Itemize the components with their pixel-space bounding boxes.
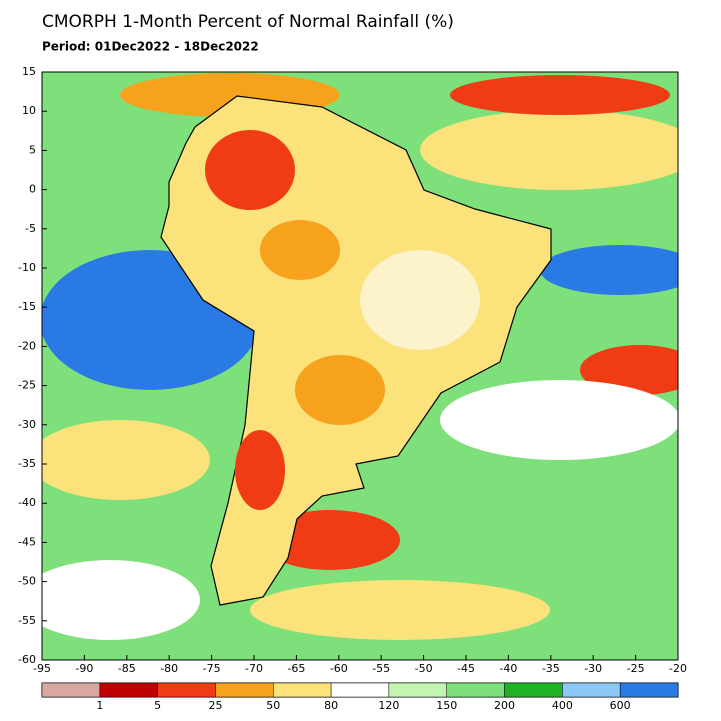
x-tick-label: -80 xyxy=(160,662,178,675)
x-tick-label: -35 xyxy=(542,662,560,675)
colorbar-label: 400 xyxy=(552,699,573,712)
colorbar-label: 5 xyxy=(154,699,161,712)
colorbar-swatch xyxy=(562,682,621,698)
y-tick-label: -10 xyxy=(18,261,36,274)
shading xyxy=(420,110,678,190)
x-tick-label: -65 xyxy=(287,662,305,675)
x-tick-label: -50 xyxy=(415,662,433,675)
x-tick-label: -85 xyxy=(118,662,136,675)
x-tick-label: -55 xyxy=(372,662,390,675)
x-tick-label: -90 xyxy=(75,662,93,675)
colorbar-label: 150 xyxy=(436,699,457,712)
shading xyxy=(360,250,480,350)
map-area xyxy=(42,72,678,660)
y-tick-label: -35 xyxy=(18,457,36,470)
subtitle: Period: 01Dec2022 - 18Dec2022 xyxy=(42,40,259,54)
title: CMORPH 1-Month Percent of Normal Rainfal… xyxy=(42,12,454,32)
y-tick-label: -30 xyxy=(18,418,36,431)
x-tick-label: -70 xyxy=(245,662,263,675)
shading xyxy=(540,245,678,295)
y-tick-label: 15 xyxy=(22,65,36,78)
colorbar-label: 25 xyxy=(208,699,222,712)
x-tick-label: -60 xyxy=(330,662,348,675)
y-tick-label: -5 xyxy=(25,222,36,235)
shading xyxy=(450,75,670,115)
x-tick-label: -75 xyxy=(203,662,221,675)
shading xyxy=(235,430,285,510)
y-tick-label: -60 xyxy=(18,653,36,666)
shading xyxy=(580,345,678,395)
colorbar-swatch xyxy=(157,682,216,698)
colorbar-label: 50 xyxy=(266,699,280,712)
x-tick-label: -30 xyxy=(584,662,602,675)
x-tick-label: -40 xyxy=(499,662,517,675)
y-tick-label: 0 xyxy=(29,183,36,196)
colorbar-swatch xyxy=(41,682,101,698)
y-tick-label: -25 xyxy=(18,379,36,392)
x-tick-label: -20 xyxy=(669,662,687,675)
shading xyxy=(250,580,550,640)
shading xyxy=(205,130,295,210)
x-tick-label: -95 xyxy=(33,662,51,675)
colorbar-swatch xyxy=(446,682,505,698)
colorbar-swatch xyxy=(388,682,447,698)
y-tick-label: -45 xyxy=(18,535,36,548)
shading xyxy=(42,420,210,500)
colorbar-label: 80 xyxy=(324,699,338,712)
colorbar-label: 200 xyxy=(494,699,515,712)
y-tick-label: -40 xyxy=(18,496,36,509)
frame xyxy=(41,71,679,661)
shading xyxy=(295,355,385,425)
colorbar-swatch xyxy=(215,682,274,698)
y-tick-label: 5 xyxy=(29,143,36,156)
x-tick-label: -45 xyxy=(457,662,475,675)
y-tick-label: -15 xyxy=(18,300,36,313)
shading xyxy=(440,380,678,460)
y-tick-label: -55 xyxy=(18,614,36,627)
y-tick-label: 10 xyxy=(22,104,36,117)
y-tick-label: -20 xyxy=(18,339,36,352)
shading xyxy=(42,560,200,640)
colorbar-swatch xyxy=(273,682,332,698)
colorbar-label: 120 xyxy=(378,699,399,712)
y-tick-label: -50 xyxy=(18,575,36,588)
shading xyxy=(260,220,340,280)
colorbar-swatch xyxy=(99,682,158,698)
colorbar-swatch xyxy=(330,682,390,698)
colorbar-label: 1 xyxy=(96,699,103,712)
colorbar-swatch xyxy=(619,682,679,698)
x-tick-label: -25 xyxy=(627,662,645,675)
colorbar-label: 600 xyxy=(610,699,631,712)
colorbar-swatch xyxy=(504,682,563,698)
